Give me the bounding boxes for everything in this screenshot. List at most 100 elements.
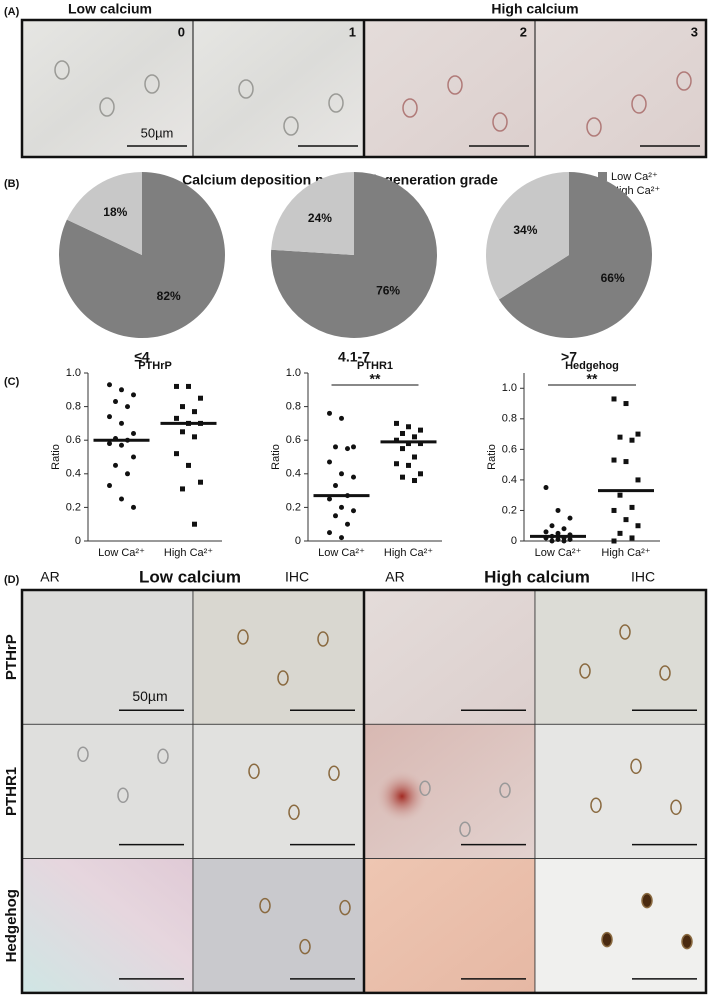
cell [459, 821, 471, 838]
micrograph [534, 723, 707, 859]
data-point [400, 446, 405, 452]
y-tick-label: 1.0 [502, 382, 517, 394]
data-point [333, 513, 338, 519]
data-point [333, 444, 338, 450]
panel-label: (C) [4, 376, 20, 388]
column-label: IHC [285, 569, 309, 585]
y-tick-label: 0.2 [286, 501, 301, 513]
cell [248, 763, 260, 780]
cell [238, 79, 254, 99]
data-point [406, 424, 411, 430]
y-tick-label: 0.8 [286, 401, 301, 413]
slice-label: 34% [513, 223, 537, 237]
x-tick-label: Low Ca²⁺ [318, 547, 365, 559]
grade-label: 2 [520, 24, 527, 39]
group-title: High calcium [484, 567, 590, 586]
data-point [635, 523, 641, 529]
data-point [555, 530, 561, 536]
data-point [412, 434, 417, 440]
cell [419, 780, 431, 797]
data-point [180, 429, 185, 435]
data-point [131, 392, 136, 398]
axis-label: Ratio [486, 444, 498, 470]
cell [77, 746, 89, 763]
cell [277, 670, 289, 686]
panel-label: (B) [4, 178, 20, 190]
grade-label: 1 [349, 24, 356, 39]
data-point [174, 451, 179, 457]
data-point [561, 538, 567, 544]
data-point [555, 536, 561, 542]
data-point [549, 538, 555, 544]
group-title: Low calcium [68, 1, 152, 17]
panel-label: (A) [4, 6, 20, 18]
panel-label: (D) [4, 574, 20, 586]
data-point [333, 483, 338, 489]
scale-label: 50µm [132, 688, 167, 704]
cell [681, 933, 693, 950]
data-point [107, 382, 112, 388]
cell [54, 60, 70, 80]
x-tick-label: High Ca²⁺ [164, 547, 213, 559]
slice-label: 24% [308, 211, 332, 225]
slice-label: 18% [103, 205, 127, 219]
y-tick-label: 0.8 [66, 401, 81, 413]
data-point [623, 401, 629, 407]
data-point [418, 441, 423, 447]
data-point [327, 496, 332, 502]
slice-label: 76% [376, 283, 400, 297]
frame [20, 18, 708, 159]
data-point [339, 535, 344, 541]
data-point [119, 442, 124, 448]
x-tick-label: High Ca²⁺ [384, 547, 433, 559]
data-point [345, 521, 350, 527]
y-tick-label: 0.6 [502, 443, 517, 455]
data-point [418, 427, 423, 433]
pie-slice [271, 172, 437, 339]
cell [259, 897, 271, 914]
y-tick-label: 0.6 [286, 434, 301, 446]
data-point [345, 446, 350, 452]
frame [20, 588, 708, 995]
data-point [174, 383, 179, 389]
chart-title: PTHrP [138, 360, 172, 372]
cell [586, 117, 602, 137]
micrograph [21, 723, 194, 859]
data-point [394, 437, 399, 443]
column-label: IHC [631, 569, 655, 585]
data-point [339, 415, 344, 421]
data-point [406, 441, 411, 447]
pie-group-label: 4.1-7 [338, 349, 370, 365]
cell [590, 797, 602, 814]
data-point [125, 471, 130, 477]
group-title: High calcium [491, 1, 578, 17]
data-point [629, 504, 635, 510]
data-point [327, 410, 332, 416]
group-title: Low calcium [139, 567, 241, 586]
cell [237, 629, 249, 645]
data-point [192, 409, 197, 415]
cell [630, 758, 642, 775]
data-point [567, 536, 573, 542]
cell [670, 799, 682, 816]
y-tick-label: 0.4 [502, 474, 517, 486]
y-tick-label: 1.0 [66, 367, 81, 379]
axis-label: Ratio [50, 444, 62, 470]
data-point [611, 507, 617, 513]
data-point [617, 434, 623, 440]
data-point [400, 474, 405, 480]
cell [99, 97, 115, 117]
data-point [543, 529, 549, 535]
data-point [394, 461, 399, 467]
micrograph [192, 589, 365, 725]
micrograph [21, 858, 194, 994]
data-point [125, 404, 130, 410]
slice-label: 82% [157, 289, 181, 303]
cell [659, 665, 671, 681]
x-tick-label: High Ca²⁺ [601, 547, 650, 559]
data-point [186, 462, 191, 468]
data-point [555, 507, 561, 513]
data-point [394, 420, 399, 426]
row-label: PTHrP [3, 634, 20, 680]
